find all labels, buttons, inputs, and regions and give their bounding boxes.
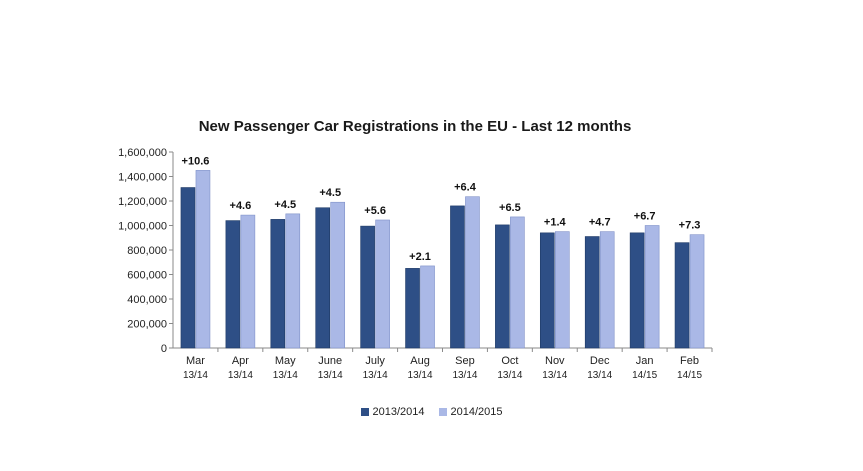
- y-tick-label: 1,200,000: [118, 196, 167, 208]
- bar-series-1: [584, 236, 600, 349]
- bar-series-1: [450, 205, 465, 349]
- legend-item-series-2: 2014/2015: [438, 406, 503, 418]
- x-tick-label-period: 13/14: [587, 370, 612, 381]
- bar-series-1: [225, 220, 241, 349]
- x-tick-label-period: 13/14: [542, 370, 567, 381]
- bar-series-2: [689, 234, 705, 349]
- data-label-change: +7.3: [679, 220, 701, 232]
- x-tick-label-period: 13/14: [497, 370, 522, 381]
- legend-label-series-1: 2013/2014: [372, 406, 425, 418]
- y-tick-label: 400,000: [127, 294, 167, 306]
- bar-series-1: [674, 242, 690, 349]
- y-tick-label: 200,000: [127, 319, 167, 331]
- data-label-change: +4.5: [319, 187, 341, 199]
- bar-series-2: [195, 170, 211, 349]
- data-label-change: +5.6: [364, 205, 386, 217]
- bar-series-2: [375, 219, 390, 349]
- y-tick-label: 600,000: [127, 270, 167, 282]
- bar-series-1: [360, 225, 375, 349]
- y-tick-label: 1,000,000: [118, 221, 167, 233]
- data-label-change: +4.5: [274, 199, 296, 211]
- x-tick-label-period: 13/14: [183, 370, 208, 381]
- x-tick-label-period: 13/14: [408, 370, 433, 381]
- data-label-change: +4.7: [589, 217, 611, 229]
- x-tick-label-month: Sep: [455, 355, 475, 367]
- x-tick-label-period: 14/15: [632, 370, 657, 381]
- legend-swatch-series-1: [360, 408, 369, 416]
- chart-title: New Passenger Car Registrations in the E…: [198, 118, 632, 135]
- data-label-change: +10.6: [182, 155, 210, 167]
- bar-series-1: [270, 219, 286, 349]
- x-tick-label-month: June: [318, 355, 342, 367]
- x-tick-label-period: 13/14: [273, 370, 298, 381]
- data-label-change: +1.4: [544, 217, 567, 229]
- bar-series-2: [554, 231, 570, 349]
- x-tick-label-month: July: [365, 355, 385, 367]
- y-tick-label: 0: [161, 343, 167, 355]
- x-tick-label-month: Apr: [232, 355, 249, 367]
- legend-swatch-series-2: [438, 408, 447, 416]
- data-label-change: +6.4: [454, 182, 477, 194]
- bar-series-1: [180, 187, 196, 349]
- y-tick-label: 1,400,000: [118, 172, 167, 184]
- bar-series-1: [405, 268, 420, 349]
- bar-series-2: [330, 201, 346, 349]
- bar-series-2: [510, 216, 525, 349]
- x-tick-label-month: Dec: [590, 355, 610, 367]
- legend-label-series-2: 2014/2015: [450, 406, 503, 418]
- x-tick-label-period: 14/15: [677, 370, 702, 381]
- data-label-change: +2.1: [409, 251, 431, 263]
- bar-series-1: [539, 232, 555, 349]
- x-tick-label-period: 13/14: [452, 370, 477, 381]
- x-tick-label-period: 13/14: [228, 370, 253, 381]
- bar-series-2: [599, 231, 615, 349]
- x-tick-label-period: 13/14: [318, 370, 343, 381]
- chart-legend: 2013/2014 2014/2015: [0, 406, 863, 418]
- data-label-change: +4.6: [230, 200, 252, 212]
- data-label-change: +6.5: [499, 202, 521, 214]
- bar-series-1: [495, 224, 510, 349]
- bar-series-1: [629, 232, 645, 349]
- x-tick-label-month: Mar: [186, 355, 205, 367]
- bar-series-2: [465, 196, 480, 349]
- y-tick-label: 800,000: [127, 245, 167, 257]
- x-tick-label-month: May: [275, 355, 296, 367]
- data-label-change: +6.7: [634, 211, 656, 223]
- x-tick-label-month: Nov: [545, 355, 565, 367]
- x-tick-label-month: Jan: [636, 355, 654, 367]
- bar-series-2: [420, 265, 435, 349]
- x-tick-label-month: Oct: [501, 355, 518, 367]
- bar-series-2: [240, 214, 256, 349]
- legend-item-series-1: 2013/2014: [360, 406, 425, 418]
- x-tick-label-month: Aug: [410, 355, 430, 367]
- bar-series-1: [315, 207, 331, 349]
- x-tick-label-period: 13/14: [363, 370, 388, 381]
- x-tick-label-month: Feb: [680, 355, 699, 367]
- bar-series-2: [644, 225, 660, 349]
- bar-series-2: [285, 213, 301, 349]
- y-tick-label: 1,600,000: [118, 147, 167, 159]
